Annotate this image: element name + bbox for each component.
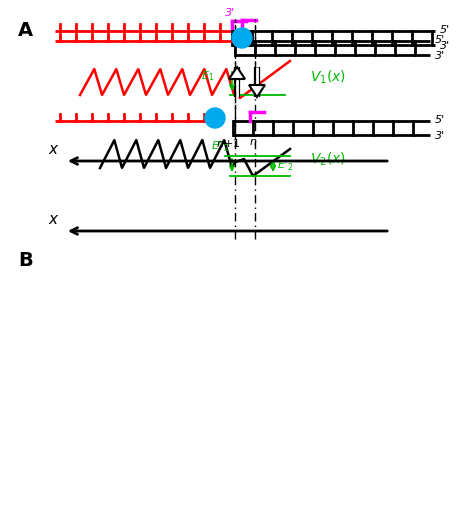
Text: 5': 5' — [440, 25, 450, 35]
Text: $E''_2$: $E''_2$ — [212, 139, 230, 154]
Text: $x$: $x$ — [48, 142, 60, 157]
Text: 3': 3' — [435, 131, 445, 141]
Circle shape — [232, 28, 252, 48]
Text: 5': 5' — [435, 35, 445, 45]
Text: $n{+}1$: $n{+}1$ — [216, 137, 240, 149]
Text: $x$: $x$ — [48, 212, 60, 227]
Text: $E_1$: $E_1$ — [201, 69, 214, 83]
Polygon shape — [249, 85, 265, 97]
Text: $E'_2$: $E'_2$ — [277, 159, 293, 174]
Text: 3': 3' — [225, 8, 235, 18]
Text: B: B — [18, 251, 33, 270]
Text: $V_2(x)$: $V_2(x)$ — [310, 150, 346, 168]
Text: 3': 3' — [440, 41, 450, 51]
Text: 5': 5' — [435, 115, 445, 125]
Text: $V_1(x)$: $V_1(x)$ — [310, 68, 346, 86]
Text: 3': 3' — [435, 51, 445, 61]
Polygon shape — [229, 67, 245, 79]
Text: $n$: $n$ — [249, 137, 257, 147]
Circle shape — [205, 108, 225, 128]
Text: A: A — [18, 21, 33, 40]
